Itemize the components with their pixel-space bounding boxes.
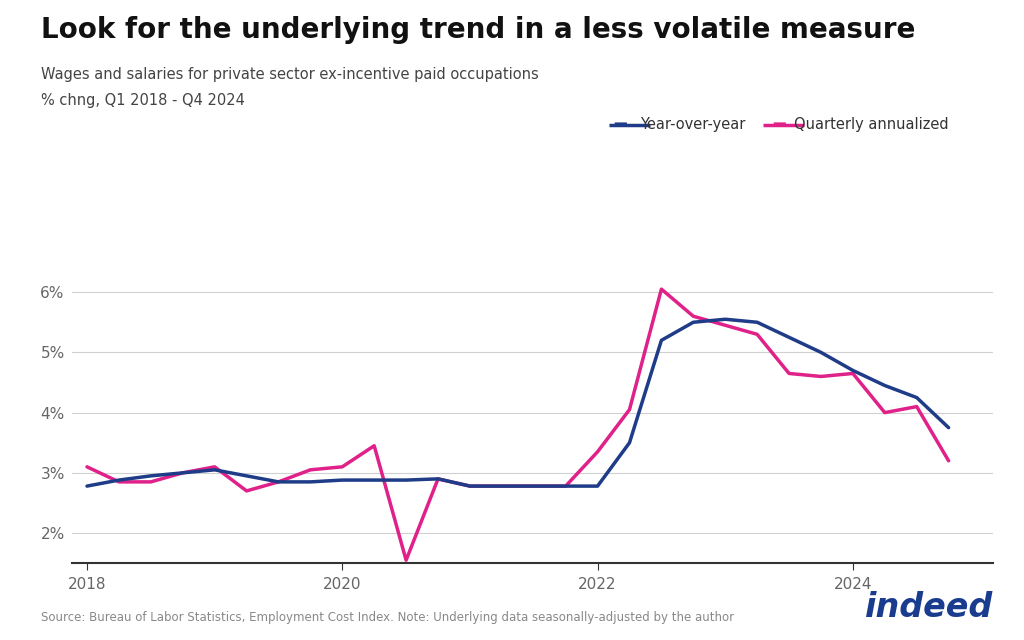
Quarterly annualized: [144, 478, 157, 486]
Quarterly annualized: [815, 372, 827, 380]
Year-over-year: [113, 476, 125, 484]
Quarterly annualized: [272, 478, 285, 486]
Quarterly annualized: [241, 487, 253, 495]
Quarterly annualized: [783, 370, 796, 378]
Year-over-year: [527, 483, 540, 490]
Year-over-year: [910, 394, 923, 401]
Quarterly annualized: [113, 478, 125, 486]
Year-over-year: [209, 466, 221, 474]
Year-over-year: [655, 337, 668, 344]
Year-over-year: [241, 472, 253, 480]
Year-over-year: [400, 476, 413, 484]
Year-over-year: [336, 476, 348, 484]
Year-over-year: [751, 319, 763, 326]
Year-over-year: [815, 349, 827, 356]
Year-over-year: [81, 483, 93, 490]
Quarterly annualized: [81, 463, 93, 470]
Quarterly annualized: [559, 483, 571, 490]
Text: % chng, Q1 2018 - Q4 2024: % chng, Q1 2018 - Q4 2024: [41, 93, 245, 108]
Quarterly annualized: [368, 442, 380, 449]
Year-over-year: [496, 483, 508, 490]
Year-over-year: [464, 483, 476, 490]
Text: Source: Bureau of Labor Statistics, Employment Cost Index. Note: Underlying data: Source: Bureau of Labor Statistics, Empl…: [41, 611, 734, 624]
Year-over-year: [368, 476, 380, 484]
Quarterly annualized: [209, 463, 221, 470]
Quarterly annualized: [496, 483, 508, 490]
Year-over-year: [624, 439, 636, 447]
Quarterly annualized: [400, 556, 413, 564]
Quarterly annualized: [432, 475, 444, 483]
Year-over-year: [176, 469, 188, 477]
Year-over-year: [304, 478, 316, 486]
Text: indeed: indeed: [865, 591, 993, 624]
Line: Quarterly annualized: Quarterly annualized: [87, 289, 948, 560]
Quarterly annualized: [942, 457, 954, 465]
Text: ─: ─: [773, 115, 784, 134]
Year-over-year: [687, 319, 699, 326]
Year-over-year: [719, 316, 731, 323]
Quarterly annualized: [304, 466, 316, 474]
Line: Year-over-year: Year-over-year: [87, 319, 948, 486]
Year-over-year: [879, 381, 891, 389]
Quarterly annualized: [176, 469, 188, 477]
Quarterly annualized: [624, 406, 636, 413]
Quarterly annualized: [879, 409, 891, 417]
Quarterly annualized: [910, 403, 923, 410]
Quarterly annualized: [527, 483, 540, 490]
Year-over-year: [144, 472, 157, 480]
Quarterly annualized: [719, 321, 731, 329]
Text: Quarterly annualized: Quarterly annualized: [794, 117, 948, 132]
Text: Wages and salaries for private sector ex-incentive paid occupations: Wages and salaries for private sector ex…: [41, 67, 539, 82]
Year-over-year: [783, 333, 796, 341]
Quarterly annualized: [592, 448, 604, 456]
Quarterly annualized: [655, 285, 668, 293]
Year-over-year: [432, 475, 444, 483]
Quarterly annualized: [464, 483, 476, 490]
Year-over-year: [592, 483, 604, 490]
Year-over-year: [847, 367, 859, 374]
Text: Year-over-year: Year-over-year: [640, 117, 745, 132]
Year-over-year: [942, 424, 954, 431]
Year-over-year: [272, 478, 285, 486]
Text: ─: ─: [614, 115, 626, 134]
Quarterly annualized: [751, 330, 763, 338]
Quarterly annualized: [847, 370, 859, 378]
Text: Look for the underlying trend in a less volatile measure: Look for the underlying trend in a less …: [41, 16, 915, 44]
Year-over-year: [559, 483, 571, 490]
Quarterly annualized: [336, 463, 348, 470]
Quarterly annualized: [687, 312, 699, 320]
